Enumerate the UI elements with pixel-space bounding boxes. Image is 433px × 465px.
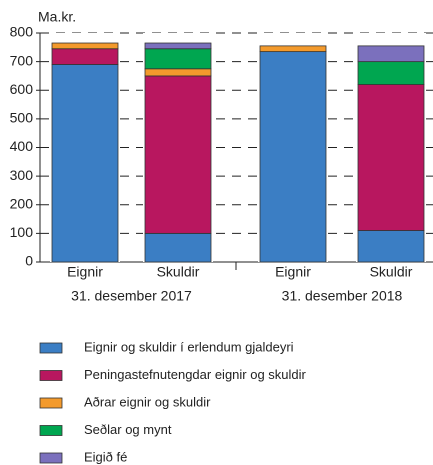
- x-tick-label: Eignir: [67, 264, 103, 280]
- y-tick-label: 400: [10, 138, 34, 154]
- bar-segment: [357, 230, 425, 263]
- bar-segment: [144, 232, 212, 263]
- y-tick-label: 300: [10, 167, 34, 183]
- legend-swatch: [39, 342, 63, 354]
- legend-label: Aðrar eignir og skuldir: [84, 394, 211, 409]
- bar-segment: [259, 45, 327, 53]
- bar-segment: [144, 48, 212, 70]
- bar-segment: [357, 61, 425, 85]
- y-tick-label: 700: [10, 52, 34, 68]
- legend-label: Seðlar og mynt: [84, 422, 172, 437]
- bar-segment: [144, 68, 212, 77]
- bar-segment: [144, 75, 212, 234]
- y-tick-label: 500: [10, 110, 34, 126]
- legend-swatch: [39, 370, 63, 381]
- y-tick-label: 0: [25, 253, 33, 269]
- bar-segment: [51, 42, 119, 50]
- x-tick-label: Skuldir: [370, 264, 413, 280]
- y-tick-label: 200: [10, 195, 34, 211]
- y-axis-label: Ma.kr.: [38, 9, 76, 25]
- legend-label: Peningastefnutengdar eignir og skuldir: [84, 367, 307, 382]
- bar-segment: [51, 64, 119, 263]
- bar-segment: [51, 48, 119, 65]
- legend-label: Eigið fé: [84, 449, 127, 464]
- group-label: 31. desember 2017: [71, 288, 192, 304]
- x-tick-label: Eignir: [275, 264, 311, 280]
- bar-segment: [144, 42, 212, 50]
- legend-swatch: [39, 397, 63, 409]
- bar-segment: [259, 51, 327, 263]
- legend-label: Eignir og skuldir í erlendum gjaldeyri: [84, 339, 294, 354]
- y-tick-label: 100: [10, 224, 34, 240]
- legend-swatch: [39, 425, 63, 436]
- y-tick-label: 800: [10, 24, 34, 40]
- x-tick-label: Skuldir: [157, 264, 200, 280]
- bar-segment: [357, 84, 425, 231]
- bar-segment: [357, 45, 425, 63]
- y-tick-label: 600: [10, 81, 34, 97]
- group-label: 31. desember 2018: [282, 288, 403, 304]
- legend-swatch: [39, 452, 63, 464]
